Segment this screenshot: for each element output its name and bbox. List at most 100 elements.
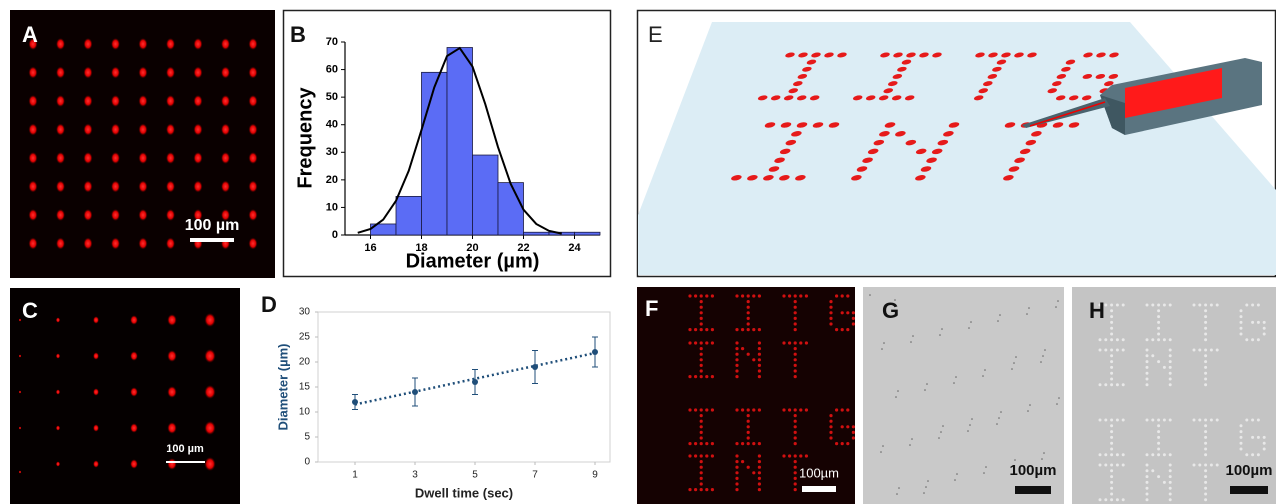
dot [794,460,797,463]
dot [1204,469,1207,472]
speck [953,382,955,384]
dot [700,431,703,434]
dot [835,328,838,331]
dot [1169,360,1172,363]
y-tick-label: 25 [299,332,311,343]
dot [841,408,844,411]
dot [1240,448,1243,451]
panel-label: G [882,298,899,323]
speck [984,369,986,371]
dot [1240,442,1243,445]
spot [139,124,148,136]
spot [111,152,120,164]
speck [1014,459,1016,461]
dot [782,408,785,411]
dot [1122,338,1125,341]
dot [1157,419,1160,422]
dot [700,358,703,361]
dot [758,454,761,457]
dot [711,488,714,491]
dot [794,306,797,309]
speck [912,335,914,337]
speck [983,472,985,474]
dot [852,311,855,314]
dot [794,311,797,314]
dot [1122,383,1125,386]
dot [794,322,797,325]
dot [1157,304,1160,307]
dot [794,436,797,439]
dot [1216,464,1219,467]
speck [967,430,969,432]
spot [56,124,65,136]
dot [688,375,691,378]
spot [167,386,176,398]
dot [1204,453,1207,456]
scale-bar [802,486,836,492]
dot [1198,349,1201,352]
dot [794,317,797,320]
y-tick-label: 0 [332,229,338,241]
spot [56,181,65,193]
speck [942,425,944,427]
dot [1169,481,1172,484]
dot [1146,349,1149,352]
dot [1204,430,1207,433]
dot [1251,338,1254,341]
dot [1099,464,1102,467]
dot [805,454,808,457]
spot [93,316,99,323]
dot [735,482,738,485]
dot [758,294,761,297]
speck [910,341,912,343]
dot [1110,333,1113,336]
dot [1169,372,1172,375]
spot [221,152,230,164]
dot [846,408,849,411]
dot [694,328,697,331]
spot [130,351,138,361]
dot [735,488,738,491]
x-tick-label: 3 [412,470,418,481]
dot [1110,378,1113,381]
panel-label: D [261,292,277,317]
point [412,389,418,395]
speck [1026,313,1028,315]
spot [56,389,60,394]
spot [84,95,93,107]
spot [204,349,215,363]
speck [897,390,899,392]
scale-bar-label: 100 µm [185,217,240,234]
dot [794,364,797,367]
dot [1204,493,1207,496]
dot [805,408,808,411]
dot [829,436,832,439]
spot [56,209,65,221]
dot [1110,481,1113,484]
dot [758,347,761,350]
dot [1251,419,1254,422]
spot [29,124,38,136]
dot [1204,498,1207,501]
spot [56,425,60,430]
dot [1104,419,1107,422]
dot [1157,338,1160,341]
dot [735,358,738,361]
dot [852,436,855,439]
dot [700,408,703,411]
dot [705,341,708,344]
dot [1204,436,1207,439]
dot [705,328,708,331]
dot [741,460,744,463]
dot [794,375,797,378]
speck [869,294,871,296]
dot [752,358,755,361]
dot [1169,475,1172,478]
dot [1122,349,1125,352]
dot [1204,442,1207,445]
dot [1240,327,1243,330]
dot [747,442,750,445]
spot [84,238,93,250]
spot [249,124,258,136]
point [532,364,538,370]
